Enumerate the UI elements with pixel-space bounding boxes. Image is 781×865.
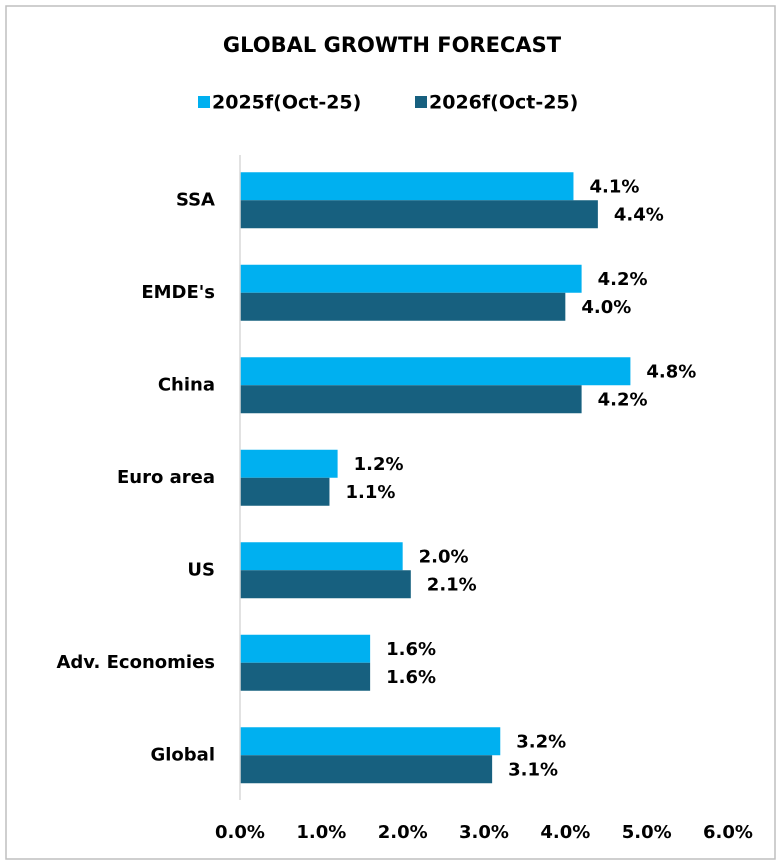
bar	[240, 200, 598, 229]
bar	[240, 385, 582, 414]
bar	[240, 172, 574, 201]
bar	[240, 634, 371, 663]
legend-swatch	[198, 96, 210, 108]
legend-label: 2026f(Oct-25)	[429, 92, 578, 114]
y-tick-label: SSA	[176, 189, 215, 210]
y-tick-label: US	[187, 559, 215, 580]
value-label: 4.2%	[598, 389, 648, 410]
value-label: 1.2%	[354, 454, 404, 475]
value-label: 1.6%	[386, 639, 436, 660]
x-tick-label: 6.0%	[703, 822, 753, 843]
bar	[240, 449, 338, 478]
x-tick-label: 4.0%	[540, 822, 590, 843]
x-tick-label: 3.0%	[459, 822, 509, 843]
value-label: 1.1%	[345, 482, 395, 503]
bar	[240, 357, 631, 386]
value-label: 4.0%	[581, 297, 631, 318]
y-tick-label: EMDE's	[141, 282, 215, 303]
x-tick-label: 1.0%	[296, 822, 346, 843]
bar	[240, 570, 411, 599]
value-label: 2.1%	[427, 574, 477, 595]
bar	[240, 264, 582, 293]
value-label: 4.2%	[598, 269, 648, 290]
bar	[240, 292, 566, 321]
bar	[240, 542, 403, 571]
chart-border	[5, 5, 776, 860]
legend-label: 2025f(Oct-25)	[212, 92, 361, 114]
bar	[240, 477, 330, 506]
value-label: 4.8%	[646, 361, 696, 382]
bar	[240, 662, 371, 691]
value-label: 3.2%	[516, 731, 566, 752]
y-tick-label: China	[158, 374, 215, 395]
value-label: 4.4%	[614, 204, 664, 225]
bar	[240, 727, 501, 756]
y-tick-label: Global	[150, 744, 215, 765]
x-tick-label: 0.0%	[215, 822, 265, 843]
y-tick-label: Euro area	[117, 467, 215, 488]
chart-title: GLOBAL GROWTH FORECAST	[223, 33, 562, 57]
value-label: 1.6%	[386, 667, 436, 688]
value-label: 3.1%	[508, 759, 558, 780]
y-tick-label: Adv. Economies	[56, 652, 215, 673]
legend-swatch	[415, 96, 427, 108]
x-tick-label: 2.0%	[378, 822, 428, 843]
value-label: 4.1%	[589, 176, 639, 197]
bar	[240, 755, 493, 784]
x-tick-label: 5.0%	[622, 822, 672, 843]
value-label: 2.0%	[419, 546, 469, 567]
